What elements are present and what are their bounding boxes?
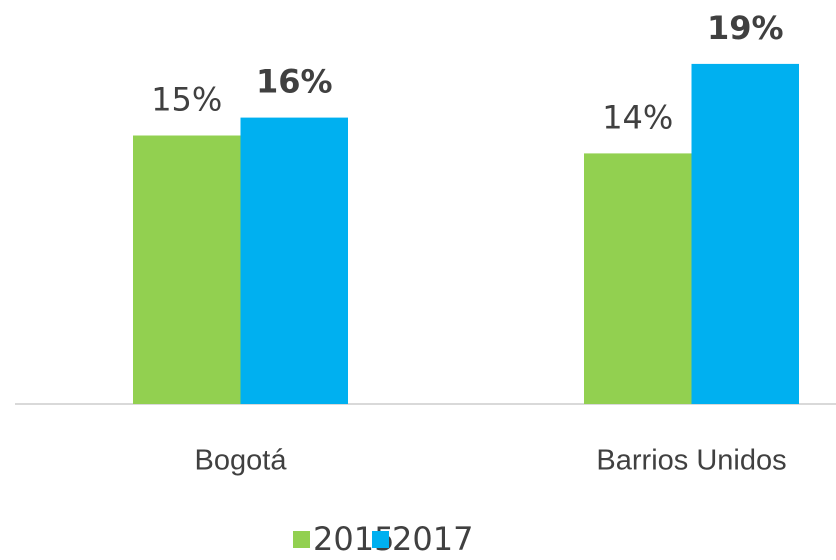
legend-label: 2017 bbox=[392, 520, 473, 558]
legend-swatch bbox=[372, 531, 389, 548]
bar bbox=[691, 63, 799, 405]
bar bbox=[133, 135, 241, 404]
data-label: 16% bbox=[256, 63, 333, 101]
data-label: 19% bbox=[707, 9, 784, 47]
bar bbox=[240, 117, 348, 404]
bar bbox=[584, 153, 692, 404]
x-tick-label: Bogotá bbox=[195, 445, 288, 477]
data-label: 14% bbox=[602, 98, 673, 136]
data-label: 15% bbox=[151, 81, 222, 119]
legend-swatch bbox=[293, 531, 310, 548]
x-tick-label: Barrios Unidos bbox=[596, 445, 786, 477]
